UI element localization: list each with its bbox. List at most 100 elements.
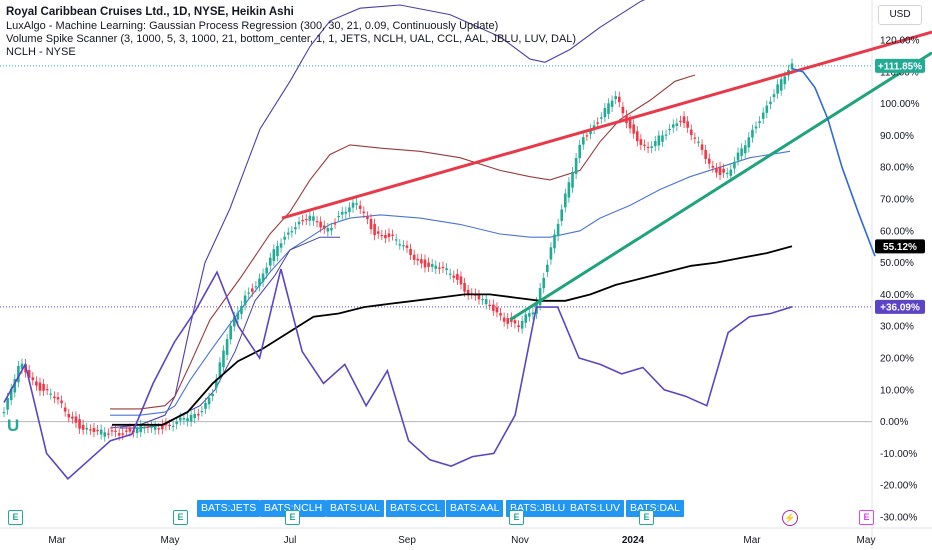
future-earnings-event-icon[interactable]: E: [859, 510, 874, 525]
candle-body: [646, 146, 650, 149]
heikin-ashi-candles: [2, 58, 794, 442]
dividend-lightning-icon[interactable]: ⚡: [782, 510, 798, 526]
candle-body: [218, 362, 222, 377]
candle-body: [200, 410, 204, 413]
volume-spike-chip[interactable]: BATS:NCLH: [260, 500, 327, 517]
candle-body: [423, 259, 427, 268]
candle-body: [128, 428, 132, 432]
price-badges: +111.85% 55.12% +36.09%: [875, 58, 925, 314]
envelope-inner-lower: [110, 150, 791, 416]
candle-body: [438, 267, 441, 269]
candle-body: [492, 304, 495, 311]
volume-spike-chip[interactable]: BATS:AAL: [446, 500, 504, 517]
candle-body: [125, 430, 128, 432]
candle-body: [592, 125, 596, 129]
candle-body: [384, 234, 387, 239]
candle-body: [693, 137, 697, 139]
earnings-event-icon[interactable]: E: [8, 510, 23, 525]
candle-body: [765, 105, 769, 113]
candle-body: [779, 79, 783, 91]
candle-body: [6, 397, 9, 410]
candle-body: [704, 150, 707, 159]
candle-body: [582, 137, 585, 145]
earnings-event-icon[interactable]: E: [639, 510, 654, 525]
candle-body: [387, 233, 391, 237]
candle-body: [549, 247, 553, 260]
y-tick-label: -30.00%: [880, 513, 917, 524]
candle-body: [571, 172, 574, 188]
candle-body: [689, 129, 693, 136]
price-badge: [875, 299, 925, 314]
y-tick-label: -10.00%: [880, 449, 917, 460]
candle-body: [686, 121, 689, 128]
candle-body: [81, 424, 85, 430]
candle-body: [117, 433, 121, 436]
candle-body: [373, 223, 376, 236]
price-axis[interactable]: 120.00%110.00%100.00%90.00%80.00%70.00%6…: [880, 36, 920, 524]
earnings-event-icon[interactable]: E: [173, 510, 188, 525]
earnings-event-icon[interactable]: E: [509, 510, 524, 525]
earnings-event-icon[interactable]: E: [285, 510, 300, 525]
candle-body: [391, 234, 394, 236]
x-tick-label: Sep: [398, 535, 416, 546]
candle-body: [362, 211, 366, 214]
candle-body: [715, 168, 718, 173]
volume-spike-chip[interactable]: BATS:UAL: [326, 500, 384, 517]
candle-body: [344, 211, 348, 214]
candle-body: [466, 289, 470, 295]
indicator-volume-spike-label[interactable]: Volume Spike Scanner (3, 1000, 5, 3, 100…: [6, 33, 577, 45]
candle-body: [49, 393, 53, 395]
candle-body: [740, 148, 743, 156]
x-tick-label: Mar: [48, 535, 66, 546]
candle-body: [333, 223, 337, 225]
candle-body: [502, 317, 506, 322]
candle-body: [434, 265, 438, 269]
candle-body: [747, 137, 751, 148]
y-tick-label: 100.00%: [880, 99, 920, 110]
candle-body: [743, 145, 747, 154]
x-tick-label: 2024: [622, 535, 645, 546]
candle-body: [610, 100, 614, 107]
candle-body: [761, 112, 765, 119]
volume-spike-chip[interactable]: BATS:CCL: [386, 500, 445, 517]
indicator-gpr-label[interactable]: LuxAlgo - Machine Learning: Gaussian Pro…: [6, 20, 499, 32]
candle-body: [272, 249, 276, 262]
candle-body: [153, 425, 157, 430]
candle-body: [157, 428, 161, 430]
volume-spike-chip[interactable]: BATS:JETS: [197, 500, 261, 517]
volume-spike-chip[interactable]: BATS:LUV: [566, 500, 624, 517]
candle-body: [20, 363, 24, 369]
candle-body: [143, 426, 146, 429]
candle-body: [402, 245, 405, 247]
candle-body: [197, 413, 200, 416]
compare-symbol-label[interactable]: NCLH - NYSE: [6, 46, 76, 58]
candle-body: [650, 146, 653, 148]
candle-body: [459, 276, 463, 285]
candle-body: [653, 140, 657, 147]
y-tick-label: 10.00%: [880, 385, 914, 396]
candle-body: [114, 430, 117, 432]
candle-body: [348, 207, 351, 213]
candle-body: [682, 116, 686, 124]
candle-body: [355, 203, 358, 205]
time-axis[interactable]: Mar May Jul Sep Nov 2024 Mar May: [48, 535, 875, 546]
y-tick-label: 0.00%: [880, 417, 908, 428]
overlay-lines: [3, 30, 932, 480]
price-badge: [875, 58, 925, 73]
candle-body: [668, 128, 671, 131]
price-badge-label: +36.09%: [880, 302, 920, 313]
candle-body: [179, 417, 182, 421]
candle-body: [121, 433, 125, 435]
candle-body: [189, 414, 193, 422]
candle-body: [312, 216, 315, 221]
candle-body: [675, 123, 679, 127]
candle-body: [250, 288, 254, 292]
volume-spike-chip[interactable]: BATS:DAL: [626, 500, 684, 517]
candle-body: [578, 144, 582, 159]
currency-button[interactable]: USD: [878, 5, 922, 25]
candle-body: [617, 96, 621, 103]
candle-body: [661, 135, 664, 142]
x-tick-label: Mar: [743, 535, 761, 546]
candle-body: [243, 295, 247, 306]
